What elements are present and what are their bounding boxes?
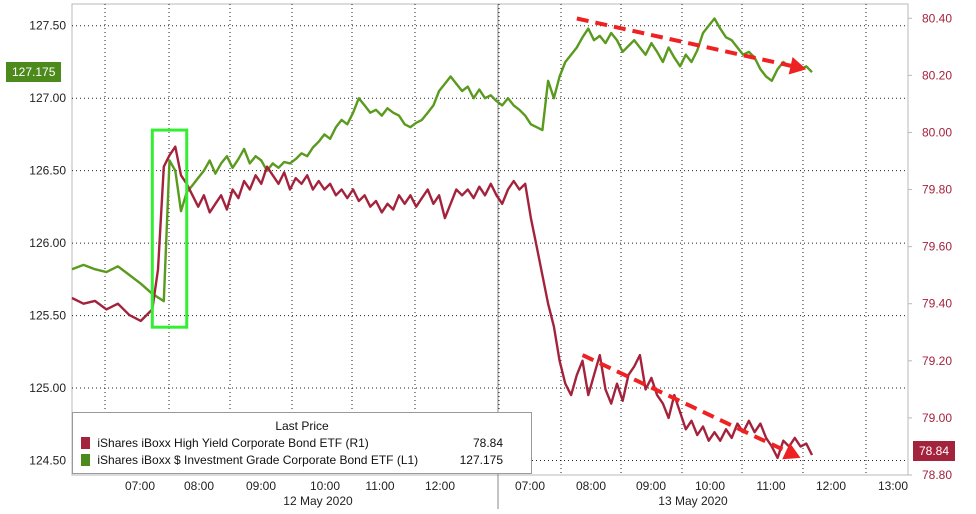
right-tick-label-8: 80.40 bbox=[922, 11, 952, 25]
legend-entry-high-yield: iShares iBoxx High Yield Corporate Bond … bbox=[73, 435, 531, 452]
x-tick-label-1: 08:00 bbox=[184, 479, 214, 493]
right-tick-label-4: 79.60 bbox=[922, 240, 952, 254]
right-tick-label-7: 80.20 bbox=[922, 68, 952, 82]
right-tick-label-3: 79.40 bbox=[922, 297, 952, 311]
plot-frame bbox=[71, 3, 909, 476]
left-tick-label-6: 127.50 bbox=[29, 19, 66, 33]
legend-value-investment-grade: 127.175 bbox=[459, 453, 503, 467]
left-tick-label-0: 124.50 bbox=[29, 454, 66, 468]
left-tick-label-2: 125.50 bbox=[29, 309, 66, 323]
series-line-high-yield bbox=[71, 145, 814, 460]
left-last-value: 127.175 bbox=[12, 65, 56, 79]
trend-arrow-line-1 bbox=[576, 16, 792, 68]
legend: Last Price iShares iBoxx High Yield Corp… bbox=[72, 412, 532, 474]
right-tick-label-0: 78.80 bbox=[922, 468, 952, 482]
legend-swatch-high-yield bbox=[81, 437, 90, 449]
legend-label-investment-grade: iShares iBoxx $ Investment Grade Corpora… bbox=[97, 453, 419, 467]
legend-header: Last Price bbox=[275, 419, 329, 433]
right-last-value-tag: 78.84 bbox=[913, 441, 956, 461]
date-label-1: 13 May 2020 bbox=[658, 494, 728, 508]
right-tick-label-5: 79.80 bbox=[922, 183, 952, 197]
right-tick-label-1: 79.00 bbox=[922, 411, 952, 425]
legend-value-high-yield: 78.84 bbox=[472, 436, 503, 450]
x-tick-label-6: 07:00 bbox=[515, 479, 545, 493]
left-last-value-tag: 127.175 bbox=[6, 62, 62, 82]
series-line-investment-grade bbox=[71, 17, 813, 303]
trend-arrow-head-1 bbox=[788, 56, 807, 75]
highlight-box bbox=[150, 128, 189, 329]
date-label-0: 12 May 2020 bbox=[283, 494, 353, 508]
legend-label-high-yield: iShares iBoxx High Yield Corporate Bond … bbox=[97, 436, 369, 450]
x-tick-label-3: 10:00 bbox=[310, 479, 340, 493]
left-tick-label-3: 126.00 bbox=[29, 236, 66, 250]
x-tick-label-11: 12:00 bbox=[816, 479, 846, 493]
left-tick-label-4: 126.50 bbox=[29, 164, 66, 178]
legend-entry-investment-grade: iShares iBoxx $ Investment Grade Corpora… bbox=[73, 452, 531, 469]
right-tick-label-6: 80.00 bbox=[922, 125, 952, 139]
right-last-value: 78.84 bbox=[919, 444, 950, 458]
x-tick-label-0: 07:00 bbox=[125, 479, 155, 493]
x-tick-label-2: 09:00 bbox=[246, 479, 276, 493]
trend-arrow-head-2 bbox=[782, 442, 801, 460]
x-tick-label-7: 08:00 bbox=[576, 479, 606, 493]
x-tick-label-4: 11:00 bbox=[365, 479, 394, 493]
x-tick-label-10: 11:00 bbox=[756, 479, 785, 493]
left-tick-label-5: 127.00 bbox=[29, 91, 66, 105]
right-tick-label-2: 79.20 bbox=[922, 354, 952, 368]
x-tick-label-8: 09:00 bbox=[636, 479, 666, 493]
x-tick-label-5: 12:00 bbox=[425, 479, 455, 493]
x-tick-label-9: 10:00 bbox=[695, 479, 725, 493]
x-tick-label-12: 13:00 bbox=[878, 479, 908, 493]
left-tick-label-1: 125.00 bbox=[29, 381, 66, 395]
legend-swatch-investment-grade bbox=[81, 454, 90, 466]
